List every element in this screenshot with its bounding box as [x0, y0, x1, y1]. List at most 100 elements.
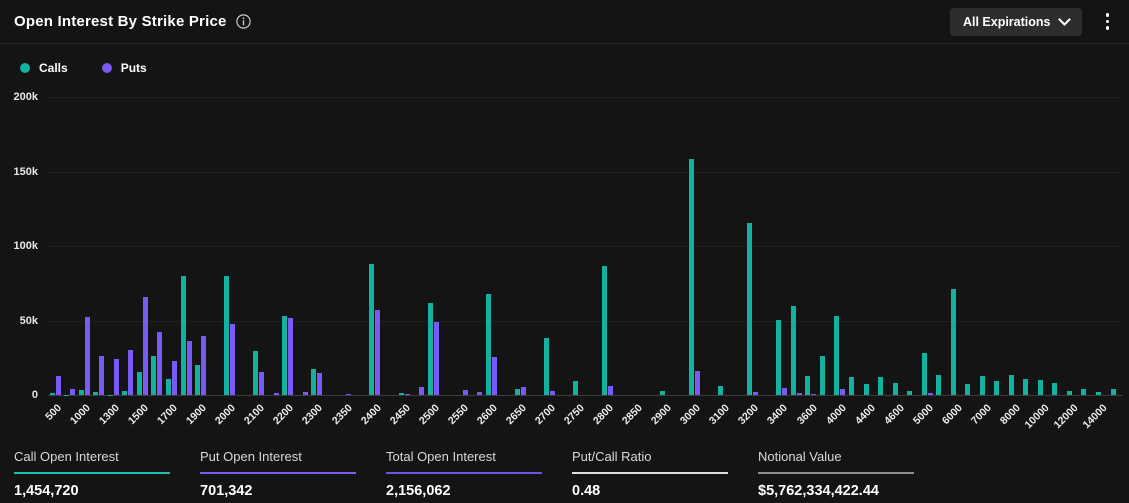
- bar-puts: [288, 317, 294, 395]
- bar-group[interactable]: [586, 97, 601, 395]
- bar-group[interactable]: 1000: [68, 97, 93, 427]
- bar-group[interactable]: 500: [43, 97, 64, 423]
- page-title: Open Interest By Strike Price: [14, 13, 227, 30]
- bar-group[interactable]: [1109, 97, 1124, 395]
- bar-group[interactable]: [92, 97, 107, 395]
- bar-group[interactable]: 12000: [1052, 97, 1081, 431]
- x-tick-label: 2400: [358, 402, 384, 428]
- bar-group[interactable]: [469, 97, 484, 395]
- bar-group[interactable]: [557, 97, 572, 395]
- bar-calls: [601, 265, 607, 395]
- y-tick-label: 150k: [13, 165, 38, 178]
- x-tick-label: 1700: [154, 402, 181, 428]
- bar-group[interactable]: [295, 97, 310, 395]
- bar-calls: [660, 390, 666, 395]
- bar-group[interactable]: [353, 97, 368, 395]
- bar-group[interactable]: 2600: [475, 97, 500, 427]
- bar-group[interactable]: [179, 97, 194, 395]
- gridline: [48, 395, 1123, 396]
- bar-group[interactable]: 2350: [329, 97, 354, 427]
- bar-group[interactable]: [382, 97, 397, 395]
- bar-group[interactable]: 2300: [300, 97, 325, 427]
- bar-calls: [282, 315, 288, 395]
- bar-group[interactable]: [876, 97, 891, 395]
- x-tick-label: 2900: [649, 402, 675, 428]
- bar-group[interactable]: [440, 97, 455, 395]
- expirations-dropdown[interactable]: All Expirations: [949, 7, 1082, 36]
- bar-group[interactable]: 3600: [794, 97, 819, 427]
- bar-group[interactable]: 3400: [765, 97, 790, 427]
- bar-group[interactable]: 4000: [823, 97, 848, 427]
- bar-group[interactable]: 14000: [1081, 97, 1110, 431]
- bar-group[interactable]: [1051, 97, 1066, 395]
- bar-group[interactable]: 2550: [446, 97, 471, 427]
- bar-group[interactable]: 8000: [998, 97, 1023, 427]
- bar-group[interactable]: 2750: [562, 97, 587, 427]
- bar-group[interactable]: 3100: [707, 97, 732, 427]
- legend-item-calls[interactable]: Calls: [20, 61, 68, 75]
- bar-group[interactable]: 7000: [969, 97, 994, 427]
- bar-group[interactable]: 1700: [155, 97, 180, 427]
- bar-group[interactable]: [905, 97, 920, 395]
- bar-group[interactable]: [615, 97, 630, 395]
- bar-group[interactable]: 2650: [504, 97, 529, 427]
- bar-group[interactable]: [673, 97, 688, 395]
- bar-group[interactable]: 2500: [417, 97, 442, 427]
- bar-group[interactable]: [731, 97, 746, 395]
- bar-group[interactable]: [993, 97, 1008, 395]
- info-icon[interactable]: [235, 14, 251, 29]
- bar-group[interactable]: [498, 97, 513, 395]
- bar-group[interactable]: 2900: [649, 97, 674, 427]
- bar-group[interactable]: 2850: [620, 97, 645, 427]
- bar-group[interactable]: [1080, 97, 1095, 395]
- bar-group[interactable]: 2200: [271, 97, 296, 427]
- bar-group[interactable]: 3200: [736, 97, 761, 427]
- bar-calls: [93, 392, 99, 395]
- bar-group[interactable]: [266, 97, 281, 395]
- bar-group[interactable]: [963, 97, 978, 395]
- bar-group[interactable]: 1500: [126, 97, 151, 427]
- bar-group[interactable]: [63, 97, 78, 395]
- legend-item-puts[interactable]: Puts: [101, 61, 147, 75]
- bar-group[interactable]: 1900: [184, 97, 209, 427]
- bar-group[interactable]: 5000: [911, 97, 936, 427]
- bar-puts: [419, 387, 425, 395]
- bar-group[interactable]: 2700: [533, 97, 558, 427]
- bar-group[interactable]: [760, 97, 775, 395]
- bar-group[interactable]: [121, 97, 136, 395]
- bar-group[interactable]: [528, 97, 543, 395]
- bar-group[interactable]: [1022, 97, 1037, 395]
- bar-group[interactable]: 6000: [940, 97, 965, 427]
- bar-group[interactable]: [411, 97, 426, 395]
- bar-group[interactable]: 2100: [242, 97, 267, 427]
- bar-group[interactable]: 10000: [1023, 97, 1052, 431]
- bar-puts: [201, 335, 207, 395]
- bar-group[interactable]: 2800: [591, 97, 616, 427]
- bar-group[interactable]: [934, 97, 949, 395]
- bar-group[interactable]: [208, 97, 223, 395]
- bar-group[interactable]: [324, 97, 339, 395]
- bar-group[interactable]: [702, 97, 717, 395]
- bar-group[interactable]: [644, 97, 659, 395]
- bar-group[interactable]: 2000: [213, 97, 238, 427]
- bar-group[interactable]: [847, 97, 862, 395]
- bar-group[interactable]: [150, 97, 165, 395]
- kebab-menu-button[interactable]: [1100, 9, 1116, 34]
- bar-puts: [142, 296, 148, 395]
- bar-group[interactable]: 3000: [678, 97, 703, 427]
- bar-group[interactable]: [237, 97, 252, 395]
- x-tick-label: 1000: [67, 402, 93, 428]
- bar-group[interactable]: 4600: [882, 97, 907, 427]
- bar-group[interactable]: 2450: [387, 97, 413, 427]
- bar-group[interactable]: 1300: [97, 97, 122, 427]
- bar-calls: [965, 384, 971, 395]
- bar-calls: [848, 376, 854, 395]
- bar-calls: [1110, 388, 1116, 395]
- bar-group[interactable]: [818, 97, 833, 395]
- bar-group[interactable]: 4400: [852, 97, 878, 427]
- bar-puts: [259, 371, 265, 395]
- bar-group[interactable]: [789, 97, 804, 395]
- x-tick-label: 3000: [678, 402, 704, 428]
- bar-puts: [695, 371, 701, 395]
- bar-group[interactable]: 2400: [358, 97, 383, 427]
